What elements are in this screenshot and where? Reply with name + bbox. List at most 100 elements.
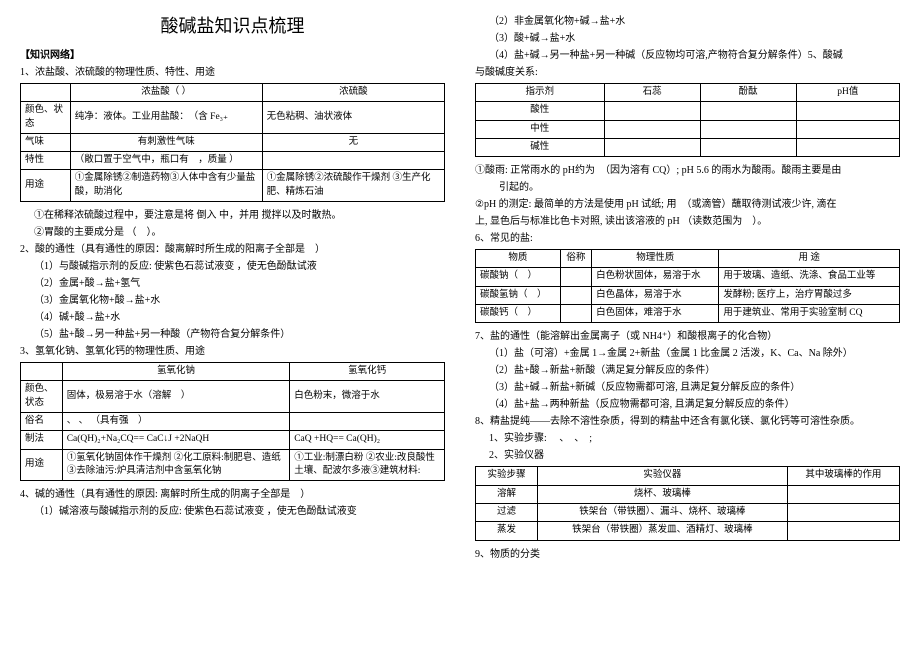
cell: 白色粉状固体，易溶于水 xyxy=(592,268,719,286)
cell: 纯净：液体。工业用盐酸： （含 Fe₃₊ xyxy=(70,102,262,134)
cell xyxy=(700,138,796,156)
section-8-heading: 8、精盐提纯——去除不溶性杂质，得到的精盐中还含有氯化镁、氯化钙等可溶性杂质。 xyxy=(475,414,900,429)
cell: 酚酞 xyxy=(700,84,796,102)
section-2-heading: 2、酸的通性（具有通性的原因：酸离解时所生成的阳离子全部是 ） xyxy=(20,242,445,257)
cell xyxy=(700,102,796,120)
cell: 颜色、状态 xyxy=(21,381,63,413)
item-4-2: （2）非金属氧化物+碱→盐+水 xyxy=(475,14,900,29)
cell: 过滤 xyxy=(476,503,538,521)
cell: 实验步骤 xyxy=(476,467,538,485)
section-6-heading: 6、常见的盐: xyxy=(475,231,900,246)
acidity-heading: 与酸碱度关系: xyxy=(475,65,900,80)
cell: 浓盐酸（ ） xyxy=(70,84,262,102)
cell: pH值 xyxy=(796,84,899,102)
salts-table: 物质 俗称 物理性质 用 途 碳酸钠（ ） 白色粉状固体，易溶于水 用于玻璃、造… xyxy=(475,249,900,323)
item-7-4: （4）盐+盐→两种新盐（反应物需都可溶, 且满足复分解反应的条件） xyxy=(475,397,900,412)
cell: 特性 xyxy=(21,152,71,170)
section-4-heading: 4、碱的通性（具有通性的原因: 离解时所生成的阴离子全部是 ） xyxy=(20,487,445,502)
cell xyxy=(262,152,444,170)
cell: 铁架台（带铁圈）蒸发皿、酒精灯、玻璃棒 xyxy=(537,522,787,540)
cell xyxy=(787,503,899,521)
page-title: 酸碱盐知识点梳理 xyxy=(20,12,445,38)
item-4-4: （4）盐+碱→另一种盐+另一种碱（反应物均可溶,产物符合复分解条件）5、酸碱 xyxy=(475,48,900,63)
item-4-3: （3）酸+碱→盐+水 xyxy=(475,31,900,46)
cell: 中性 xyxy=(476,120,605,138)
cell: 蒸发 xyxy=(476,522,538,540)
cell: 白色固体，难溶于水 xyxy=(592,305,719,323)
cell: ①氢氧化钠固体作干燥剂 ②化工原料:制肥皂、造纸 ③去除油污:炉具清洁剂中含氢氧… xyxy=(62,449,290,481)
cell: 烧杯、玻璃棒 xyxy=(537,485,787,503)
cell: 白色晶体，易溶于水 xyxy=(592,286,719,304)
cell: 发酵粉; 医疗上，治疗胃酸过多 xyxy=(719,286,900,304)
cell xyxy=(796,138,899,156)
item-4-1: （1）碱溶液与酸碱指示剂的反应: 使紫色石蕊试液变 ，使无色酚酞试液变 xyxy=(20,504,445,519)
cell xyxy=(604,138,700,156)
item-2-1: （1）与酸碱指示剂的反应: 使紫色石蕊试液变 ，使无色酚酞试液 xyxy=(20,259,445,274)
item-2-4: （4）碱+酸→盐+水 xyxy=(20,310,445,325)
item-8-2: 2、实验仪器 xyxy=(475,448,900,463)
section-1-heading: 1、浓盐酸、浓硫酸的物理性质、特性、用途 xyxy=(20,65,445,80)
cell: ①金属除锈②制造药物③人体中含有少量盐 酸，助消化 xyxy=(70,170,262,202)
item-2-5: （5）盐+酸→另一种盐+另一种酸（产物符合复分解条件） xyxy=(20,327,445,342)
item-2-2: （2）金属+酸→盐+氢气 xyxy=(20,276,445,291)
cell: 实验仪器 xyxy=(537,467,787,485)
cell: 浓硫酸 xyxy=(262,84,444,102)
cell xyxy=(560,305,591,323)
section-7-heading: 7、盐的通性（能溶解出金属离子（或 NH4⁺）和酸根离子的化合物） xyxy=(475,329,900,344)
cell: 固体，极易溶于水（溶解 ） xyxy=(62,381,290,413)
cell xyxy=(604,102,700,120)
cell: 气味 xyxy=(21,133,71,151)
cell xyxy=(796,102,899,120)
cell: 氢氧化钠 xyxy=(62,363,290,381)
cell: 碳酸钠（ ） xyxy=(476,268,561,286)
left-column: 酸碱盐知识点梳理 【知识网络】 1、浓盐酸、浓硫酸的物理性质、特性、用途 浓盐酸… xyxy=(20,12,445,638)
cell: （敞口置于空气中，瓶口有 ，质量 ） xyxy=(70,152,262,170)
cell xyxy=(787,485,899,503)
section-3-heading: 3、氢氧化钠、氢氧化钙的物理性质、用途 xyxy=(20,344,445,359)
cell: 俗称 xyxy=(560,250,591,268)
cell: 物质 xyxy=(476,250,561,268)
item-7-2: （2）盐+酸→新盐+新酸（满足复分解反应的条件） xyxy=(475,363,900,378)
cell: Ca(QH)₂+Na₂CQ== CaC↓J +2NaQH xyxy=(62,431,290,449)
cell: 用于玻璃、造纸、洗涤、食品工业等 xyxy=(719,268,900,286)
note-1b: ②胃酸的主要成分是 （ ）。 xyxy=(20,225,445,240)
cell xyxy=(604,120,700,138)
cell: 铁架台（带铁圈）、漏斗、烧杯、玻璃棒 xyxy=(537,503,787,521)
cell xyxy=(700,120,796,138)
cell: 其中玻璃棒的作用 xyxy=(787,467,899,485)
section-9-heading: 9、物质的分类 xyxy=(475,547,900,562)
note-acid-rain-a: ①酸雨: 正常雨水的 pH约为 （因为溶有 CQ）; pH 5.6 的雨水为酸雨… xyxy=(475,163,900,178)
cell: 石蕊 xyxy=(604,84,700,102)
cell xyxy=(21,363,63,381)
cell: 用于建筑业、常用于实验室制 CQ xyxy=(719,305,900,323)
cell: 有刺激性气味 xyxy=(70,133,262,151)
note-ph-b: 上, 显色后与标准比色卡对照, 读出该溶液的 pH （读数范围为 ）。 xyxy=(475,214,900,229)
cell: 无 xyxy=(262,133,444,151)
cell: 碱性 xyxy=(476,138,605,156)
item-7-3: （3）盐+碱→新盐+新碱（反应物需都可溶, 且满足复分解反应的条件） xyxy=(475,380,900,395)
cell xyxy=(290,412,445,430)
cell: 、 、 （具有强 ） xyxy=(62,412,290,430)
cell: 酸性 xyxy=(476,102,605,120)
note-ph-a: ②pH 的测定: 最简单的方法是使用 pH 试纸; 用 （或滴管）蘸取待测试液少… xyxy=(475,197,900,212)
cell: 俗名 xyxy=(21,412,63,430)
cell xyxy=(21,84,71,102)
note-1a: ①在稀释浓硫酸过程中，要注意是将 倒入 中，并用 搅拌以及时散热。 xyxy=(20,208,445,223)
cell: 白色粉末，微溶于水 xyxy=(290,381,445,413)
cell: ①金属除锈②浓硫酸作干燥剂 ③生产化肥、精炼石油 xyxy=(262,170,444,202)
cell: 用途 xyxy=(21,170,71,202)
cell: 制法 xyxy=(21,431,63,449)
cell xyxy=(560,268,591,286)
cell: 无色粘稠、油状液体 xyxy=(262,102,444,134)
cell: 碳酸钙（ ） xyxy=(476,305,561,323)
knowledge-network-label: 【知识网络】 xyxy=(20,48,445,63)
cell: 颜色、状态 xyxy=(21,102,71,134)
note-acid-rain-b: 引起的。 xyxy=(475,180,900,195)
cell: 溶解 xyxy=(476,485,538,503)
cell xyxy=(787,522,899,540)
item-8-1: 1、实验步骤: 、 、 ; xyxy=(475,431,900,446)
cell: CaQ +HQ== Ca(QH)₂ xyxy=(290,431,445,449)
item-7-1: （1）盐（可溶）+金属 1→金属 2+新盐（金属 1 比金属 2 活泼，K、Ca… xyxy=(475,346,900,361)
bases-table: 氢氧化钠 氢氧化钙 颜色、状态 固体，极易溶于水（溶解 ） 白色粉末，微溶于水 … xyxy=(20,362,445,481)
cell xyxy=(560,286,591,304)
